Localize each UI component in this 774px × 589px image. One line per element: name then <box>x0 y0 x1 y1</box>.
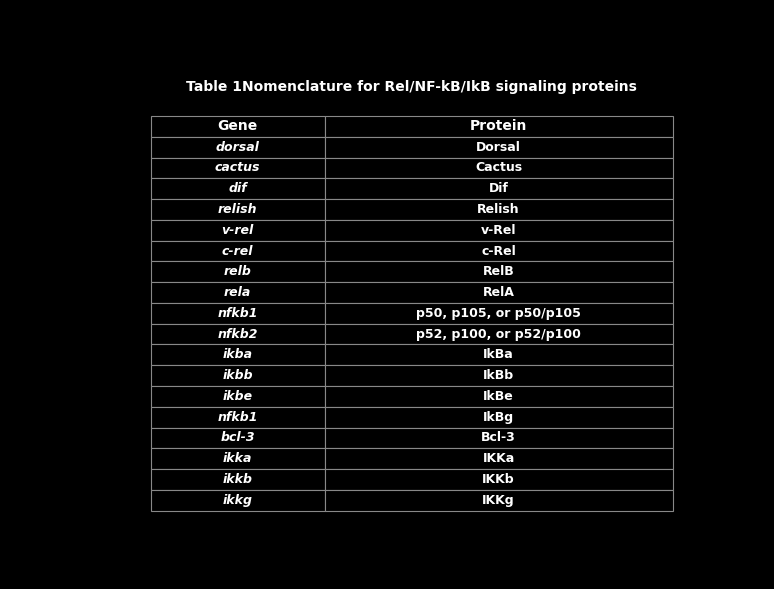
Bar <box>324 448 673 469</box>
Text: Dif: Dif <box>488 182 509 195</box>
Bar <box>324 262 673 282</box>
Text: ikkb: ikkb <box>223 473 252 486</box>
Bar <box>151 324 324 345</box>
Text: ikbe: ikbe <box>223 390 252 403</box>
Bar <box>151 137 324 158</box>
Bar <box>151 345 324 365</box>
Text: Table 1Nomenclature for Rel/NF-kB/IkB signaling proteins: Table 1Nomenclature for Rel/NF-kB/IkB si… <box>187 80 637 94</box>
Bar <box>151 241 324 262</box>
Bar <box>151 199 324 220</box>
Text: p52, p100, or p52/p100: p52, p100, or p52/p100 <box>416 327 581 340</box>
Text: rela: rela <box>224 286 252 299</box>
Text: dorsal: dorsal <box>216 141 259 154</box>
Text: ikka: ikka <box>223 452 252 465</box>
Bar <box>151 448 324 469</box>
Bar <box>324 220 673 241</box>
Text: RelA: RelA <box>483 286 515 299</box>
Bar <box>151 178 324 199</box>
Bar <box>324 469 673 490</box>
Bar <box>324 345 673 365</box>
Text: ikbb: ikbb <box>222 369 253 382</box>
Bar <box>324 199 673 220</box>
Text: IKKg: IKKg <box>482 494 515 507</box>
Bar <box>151 490 324 511</box>
Text: cactus: cactus <box>215 161 260 174</box>
Text: IkBg: IkBg <box>483 411 514 423</box>
Bar <box>151 386 324 407</box>
Bar <box>324 490 673 511</box>
Bar <box>324 158 673 178</box>
Bar <box>151 158 324 178</box>
Text: IKKa: IKKa <box>482 452 515 465</box>
Bar <box>324 428 673 448</box>
Bar <box>151 220 324 241</box>
Bar <box>151 303 324 324</box>
Bar <box>324 116 673 137</box>
Bar <box>324 365 673 386</box>
Bar <box>151 282 324 303</box>
Bar <box>151 262 324 282</box>
Text: c-Rel: c-Rel <box>481 244 516 257</box>
Bar <box>324 386 673 407</box>
Text: nfkb2: nfkb2 <box>217 327 258 340</box>
Text: IkBa: IkBa <box>483 348 514 362</box>
Text: Protein: Protein <box>470 120 527 134</box>
Bar <box>324 282 673 303</box>
Text: relb: relb <box>224 265 252 278</box>
Text: IkBe: IkBe <box>483 390 514 403</box>
Bar <box>324 241 673 262</box>
Text: dif: dif <box>228 182 247 195</box>
Text: Dorsal: Dorsal <box>476 141 521 154</box>
Text: nfkb1: nfkb1 <box>217 411 258 423</box>
Text: bcl-3: bcl-3 <box>221 431 255 445</box>
Bar <box>324 407 673 428</box>
Text: RelB: RelB <box>483 265 515 278</box>
Bar <box>151 428 324 448</box>
Bar <box>324 303 673 324</box>
Text: v-Rel: v-Rel <box>481 224 516 237</box>
Text: p50, p105, or p50/p105: p50, p105, or p50/p105 <box>416 307 581 320</box>
Text: Gene: Gene <box>217 120 258 134</box>
Bar <box>151 407 324 428</box>
Text: relish: relish <box>217 203 258 216</box>
Text: Relish: Relish <box>478 203 520 216</box>
Bar <box>324 137 673 158</box>
Text: Bcl-3: Bcl-3 <box>481 431 516 445</box>
Bar <box>151 469 324 490</box>
Text: v-rel: v-rel <box>221 224 254 237</box>
Text: IKKb: IKKb <box>482 473 515 486</box>
Bar <box>151 116 324 137</box>
Text: nfkb1: nfkb1 <box>217 307 258 320</box>
Bar <box>324 178 673 199</box>
Text: c-rel: c-rel <box>222 244 253 257</box>
Text: ikkg: ikkg <box>223 494 252 507</box>
Text: ikba: ikba <box>223 348 252 362</box>
Bar <box>151 365 324 386</box>
Bar <box>324 324 673 345</box>
Text: IkBb: IkBb <box>483 369 514 382</box>
Text: Cactus: Cactus <box>475 161 522 174</box>
